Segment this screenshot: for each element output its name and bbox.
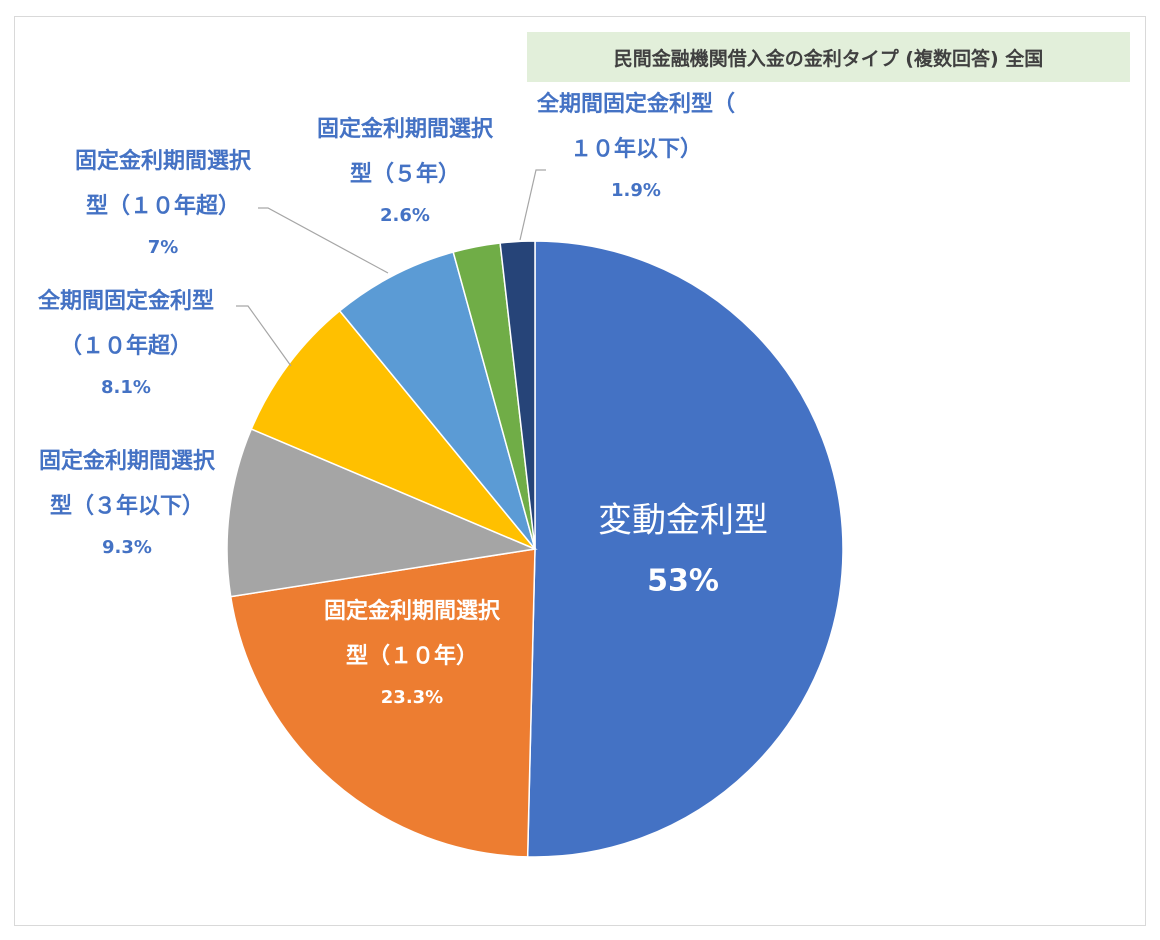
pie-slice-1 <box>526 240 844 858</box>
slice-label-4-line-2: （１０年超） <box>60 333 192 359</box>
slice-value-3: 9.3% <box>102 537 152 558</box>
slice-value-6: 2.6% <box>380 205 430 226</box>
slice-label-6-line-2: 型（５年） <box>350 161 460 187</box>
slice-label-2-line-2: 型（１０年） <box>346 643 478 669</box>
pie-slice-2 <box>229 548 536 858</box>
pie-slice-5 <box>338 251 536 550</box>
pie-slice-7 <box>499 240 536 550</box>
slice-labels: 変動金利型53%固定金利期間選択型（１０年）23.3%固定金利期間選択型（３年以… <box>37 91 768 708</box>
slice-label-1-line-1: 変動金利型 <box>598 501 768 541</box>
pie-slice-3 <box>226 428 538 598</box>
slice-value-4: 8.1% <box>101 377 151 398</box>
slice-label-7-line-2: １０年以下） <box>570 136 702 162</box>
chart-title: 民間金融機関借入金の金利タイプ (複数回答) 全国 <box>527 32 1130 82</box>
slice-label-3-line-1: 固定金利期間選択 <box>39 448 216 474</box>
slice-label-7-line-1: 全期間固定金利型（ <box>536 91 735 117</box>
slice-value-5: 7% <box>148 237 179 258</box>
leader-line-4 <box>236 305 292 367</box>
pie-slices <box>226 240 844 858</box>
slice-value-2: 23.3% <box>381 687 443 708</box>
leader-line-5 <box>258 207 389 274</box>
slice-label-3-line-2: 型（３年以下） <box>50 493 204 519</box>
slice-label-4-line-1: 全期間固定金利型 <box>37 288 214 314</box>
pie-slice-4 <box>250 309 536 550</box>
slice-label-5-line-1: 固定金利期間選択 <box>75 148 252 174</box>
slice-value-7: 1.9% <box>611 180 661 201</box>
slice-value-1: 53% <box>647 564 719 599</box>
leader-line-7 <box>519 169 546 241</box>
slice-label-2-line-1: 固定金利期間選択 <box>324 598 501 624</box>
slice-label-5-line-2: 型（１０年超） <box>86 193 240 219</box>
slice-label-6-line-1: 固定金利期間選択 <box>317 116 494 142</box>
